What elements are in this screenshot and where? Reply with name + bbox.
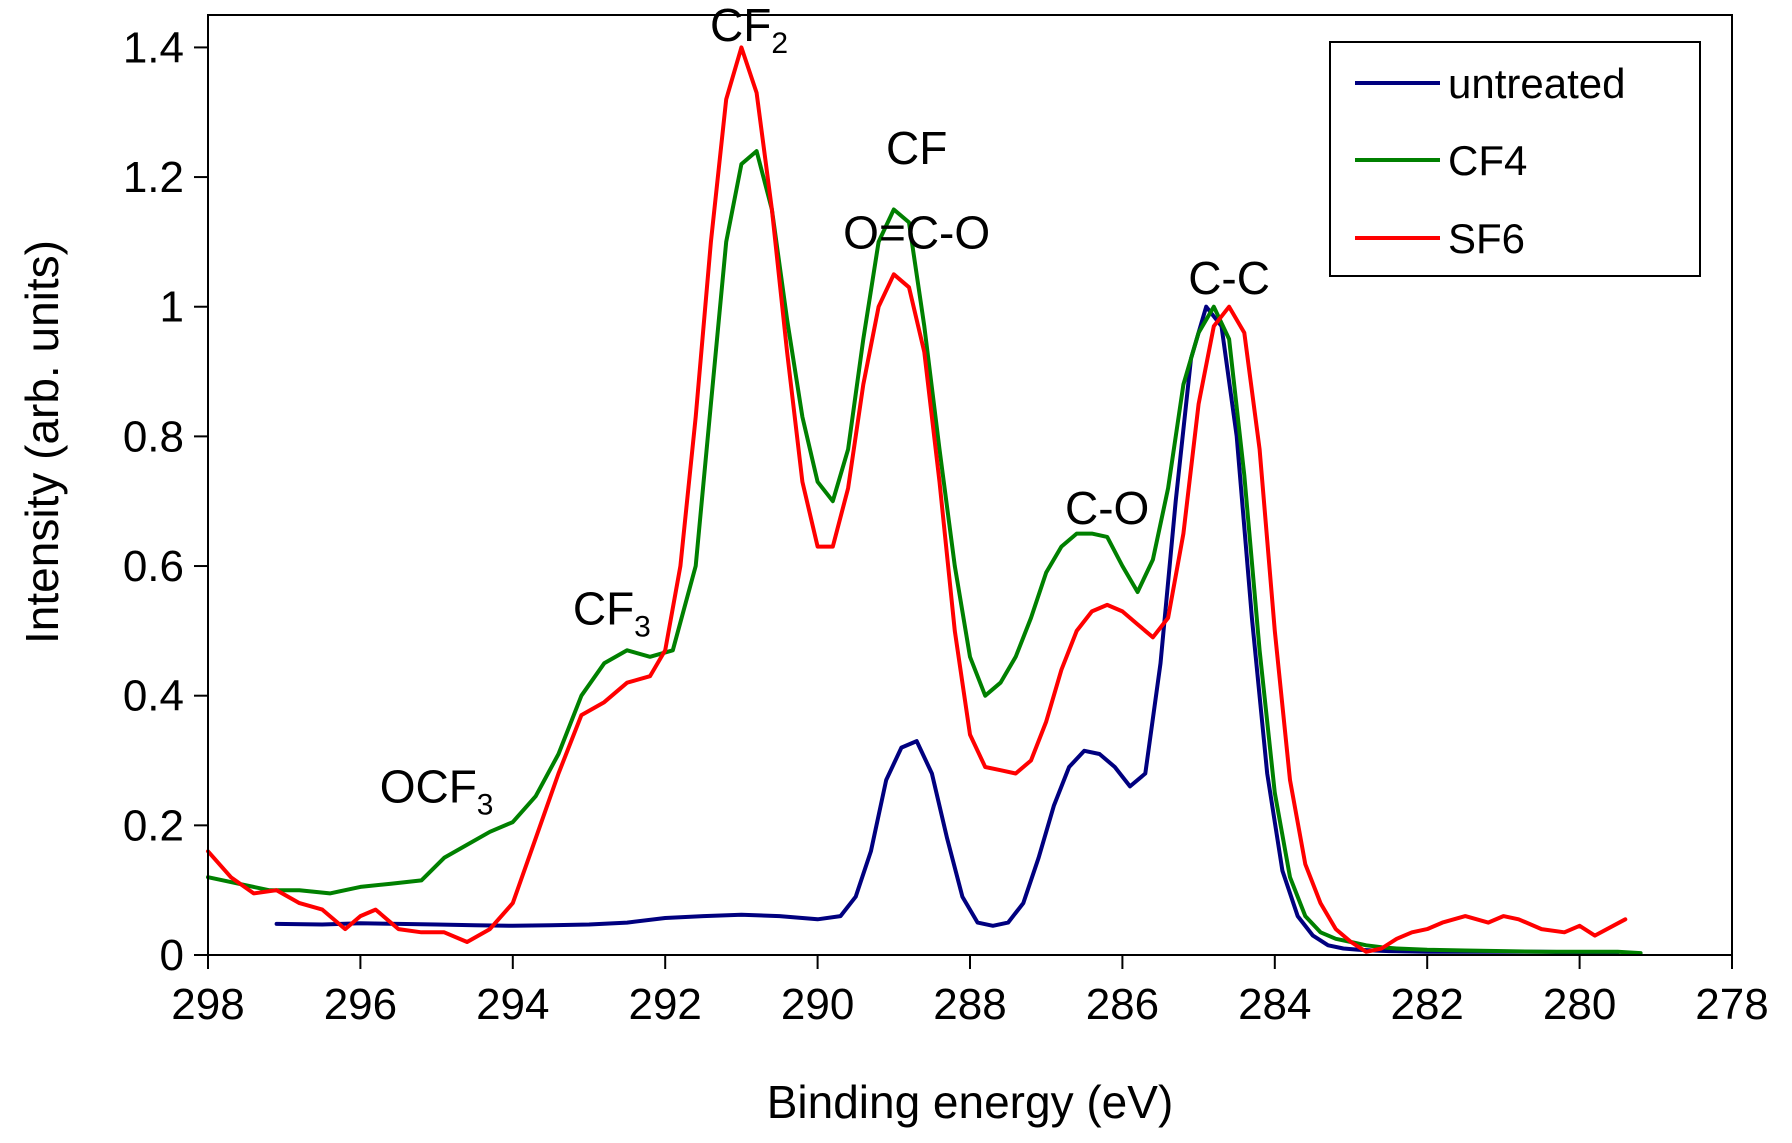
peak-label-cf: CF (886, 122, 947, 174)
peak-label-cf2: CF2 (710, 0, 788, 60)
legend-label-cf4: CF4 (1448, 137, 1527, 184)
x-tick-label: 288 (933, 980, 1006, 1029)
x-tick-label: 290 (781, 980, 854, 1029)
x-tick-label: 292 (628, 980, 701, 1029)
series-line-cf4 (206, 149, 1643, 956)
peak-label-cc: C-C (1188, 252, 1270, 304)
y-tick-label: 1 (160, 283, 184, 332)
series-line-untreated (274, 304, 1620, 955)
peak-label-ocf3: OCF3 (380, 761, 494, 822)
x-tick-label: 282 (1390, 980, 1463, 1029)
series-line-sf6 (206, 45, 1628, 954)
peak-label-cf3: CF3 (573, 582, 651, 643)
x-axis-title: Binding energy (eV) (767, 1076, 1174, 1128)
y-tick-label: 1.4 (123, 23, 184, 72)
y-tick-label: 0.8 (123, 412, 184, 461)
y-tick-label: 0 (160, 931, 184, 980)
peak-annotations: CF2 CF O=C-O C-C C-O CF3 OCF3 (380, 0, 1270, 822)
peak-label-ococ: O=C-O (843, 206, 990, 258)
y-tick-label: 0.2 (123, 801, 184, 850)
y-axis-title: Intensity (arb. units) (16, 240, 68, 644)
y-tick-label: 0.6 (123, 542, 184, 591)
series-lines (206, 45, 1643, 956)
legend-label-sf6: SF6 (1448, 215, 1525, 262)
x-tick-label: 286 (1086, 980, 1159, 1029)
x-tick-label: 294 (476, 980, 549, 1029)
x-tick-label: 296 (324, 980, 397, 1029)
legend-label-untreated: untreated (1448, 60, 1625, 107)
y-tick-label: 0.4 (123, 672, 184, 721)
x-tick-label: 284 (1238, 980, 1311, 1029)
legend: untreated CF4 SF6 (1329, 41, 1701, 277)
y-tick-label: 1.2 (123, 153, 184, 202)
x-tick-label: 298 (171, 980, 244, 1029)
peak-label-co: C-O (1065, 482, 1149, 534)
axis-ticks: 298 296 294 292 290 288 286 284 282 280 278 0 0.2 0.4… (123, 23, 1769, 1029)
x-tick-label: 280 (1543, 980, 1616, 1029)
x-tick-label: 278 (1695, 980, 1768, 1029)
